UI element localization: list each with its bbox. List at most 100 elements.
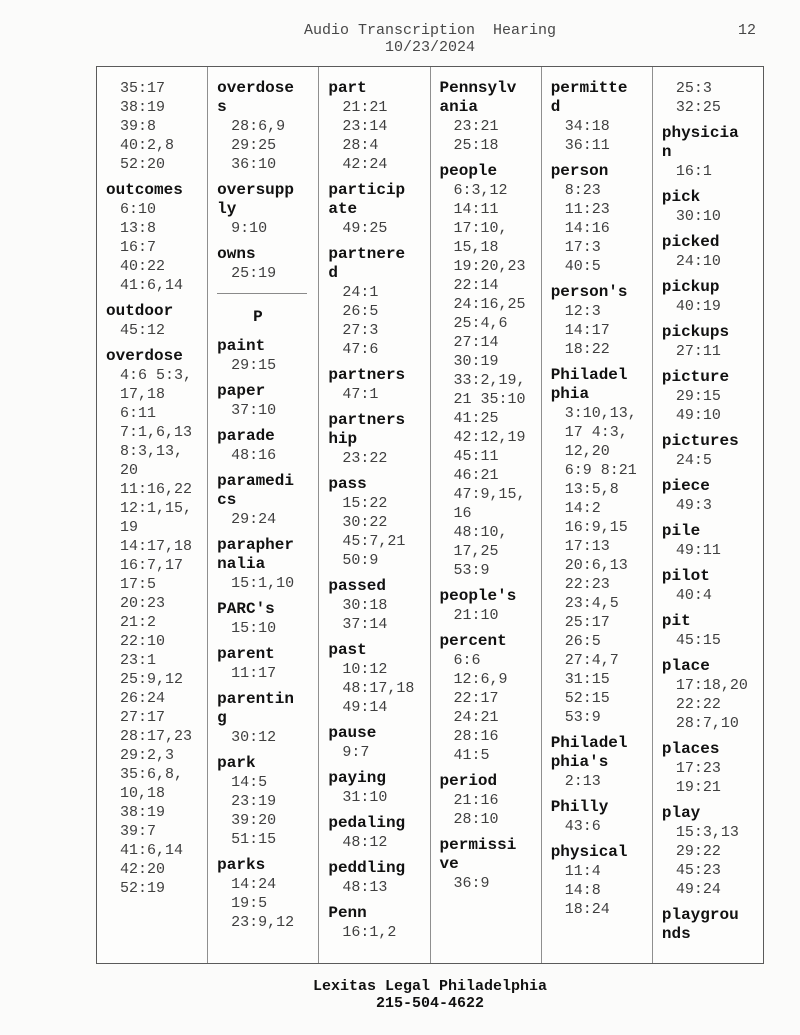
line-ref: 20:6,13 [564,557,628,574]
index-entry: pilot 40:4 [662,567,760,605]
line-ref: 40:22 [120,258,166,275]
line-ref: 22:14 [453,277,499,294]
index-entry: pass 15:22 30:22 45:7,21 50:9 [328,475,426,570]
index-column-1: 35:17 38:19 39:8 40:2,8 52:20 outcomes 6:10 13:… [97,67,207,963]
line-ref: 45:7,21 [342,533,406,550]
line-ref: 34:18 [564,118,610,135]
index-entry: parks 14:24 19:5 23:9,12 [217,856,315,932]
line-ref: 30:10 [675,208,721,225]
line-ref: 9:7 [342,744,370,761]
index-entry: parade 48:16 [217,427,315,465]
index-entry: partnership 23:22 [328,411,426,468]
index-word: place [661,657,710,675]
index-entry: playgrounds [662,906,760,944]
line-ref: 39:20 [231,812,277,829]
line-ref: 29:22 [675,843,721,860]
line-ref: 25:3 [675,80,712,97]
index-word: person [550,162,609,180]
index-word: playgrounds [661,906,739,943]
index-word: pick [661,188,701,206]
index-entry: pickups 27:11 [662,323,760,361]
index-word: Penn [328,904,367,922]
index-entry: permissive 36:9 [440,836,538,893]
line-ref: 27:3 [342,322,379,339]
line-ref: 4:6 5:3, [120,367,193,384]
line-ref: 29:24 [231,511,277,528]
line-ref: 27:11 [675,343,721,360]
index-entry: pit 45:15 [662,612,760,650]
line-ref: 49:10 [675,407,721,424]
index-word: paint [217,337,266,355]
index-entry: park 14:5 23:19 39:20 51:15 [217,754,315,849]
line-ref: 15:10 [231,620,277,637]
line-ref: 40:19 [675,298,721,315]
line-ref: 23:14 [342,118,388,135]
index-entry: Philadelphia's 2:13 [551,734,649,791]
page-footer: Lexitas Legal Philadelphia 215-504-4622 [96,978,764,1012]
index-entry: paramedics 29:24 [217,472,315,529]
index-column-6: 25:3 32:25 physician 16:1 pick 30:10 picked 24:… [651,67,763,963]
line-ref: 38:19 [120,804,166,821]
index-word: overdoses [217,79,294,116]
line-ref: 18:22 [564,341,610,358]
line-ref: 37:14 [342,616,388,633]
index-word: partnered [328,245,406,282]
line-ref: 22:22 [675,696,721,713]
index-word: pause [328,724,377,742]
line-ref: 41:6,14 [120,842,184,859]
line-ref: 16:1 [675,163,712,180]
index-word: pit [661,612,691,630]
line-ref: 29:2,3 [120,747,175,764]
line-ref: 7:1,6,13 [120,424,193,441]
line-ref: 6:9 8:21 [564,462,637,479]
line-ref: 17:23 [675,760,721,777]
line-ref: 19:21 [675,779,721,796]
index-word: person's [550,283,628,301]
line-ref: 26:24 [120,690,166,707]
footer-phone: 215-504-4622 [375,995,485,1012]
line-ref: 28:10 [453,811,499,828]
index-word: places [661,740,720,758]
line-ref: 25:17 [564,614,610,631]
line-ref: 27:14 [453,334,499,351]
index-entry: outcomes 6:10 13:8 16:7 40:22 41:6,14 [106,181,204,295]
index-entry: period 21:16 28:10 [440,772,538,829]
page-header: Audio Transcription Hearing 12 10/23/202… [96,0,764,56]
line-ref: 24:10 [675,253,721,270]
index-word: Philly [550,798,609,816]
line-ref: 23:21 [453,118,499,135]
index-word: outcomes [106,181,183,199]
index-entry: percent 6:6 12:6,9 22:17 24:21 28:16 41:5 [440,632,538,765]
index-entry: parenting 30:12 [217,690,315,747]
line-ref: 6:10 [120,201,157,218]
line-ref: 11:17 [231,665,277,682]
line-ref: 27:4,7 [564,652,619,669]
line-ref: 22:17 [453,690,499,707]
line-ref: 17:10, [453,220,508,237]
line-ref: 21:10 [453,607,499,624]
line-ref: 19:20,23 [453,258,526,275]
index-word: parenting [217,690,294,727]
index-word: parade [217,427,275,445]
index-entry: Philadelphia 3:10,13, 17 4:3, 12,20 6:9 8:21… [551,366,649,727]
index-entry: overdose 4:6 5:3, 17,18 6:11 7:1,6,13 8:3,13,… [106,347,204,898]
index-entry: person's 12:3 14:17 18:22 [551,283,649,359]
line-ref: 45:15 [675,632,721,649]
line-ref: 49:3 [675,497,712,514]
index-word: period [439,772,498,790]
line-ref: 30:19 [453,353,499,370]
line-ref: 52:20 [120,156,166,173]
index-word: picked [661,233,720,251]
line-ref: 24:1 [342,284,379,301]
index-word: Philadelphia's [550,734,628,771]
line-ref: 10,18 [120,785,166,802]
line-ref: 46:21 [453,467,499,484]
index-entry: partnered 24:1 26:5 27:3 47:6 [328,245,426,359]
line-ref: 10:12 [342,661,388,678]
line-ref: 14:17 [564,322,610,339]
line-ref: 53:9 [564,709,601,726]
line-ref: 17:5 [120,576,157,593]
line-ref: 51:15 [231,831,277,848]
index-word: parent [217,645,275,663]
index-word: pictures [661,432,739,450]
